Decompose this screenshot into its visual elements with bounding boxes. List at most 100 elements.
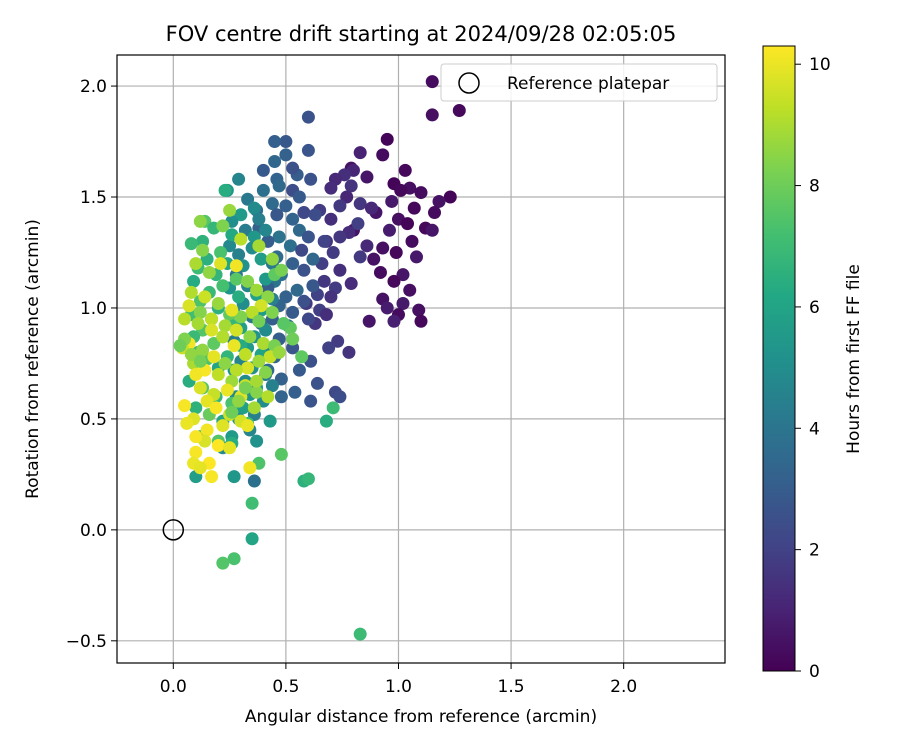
data-point: [247, 401, 261, 415]
data-point: [286, 305, 300, 319]
data-point: [189, 257, 203, 271]
data-point: [254, 252, 268, 266]
data-point: [286, 257, 300, 271]
data-point: [403, 283, 417, 297]
data-point: [265, 197, 279, 211]
data-point: [351, 217, 365, 231]
data-point: [425, 108, 439, 122]
data-point: [205, 323, 219, 337]
data-point: [326, 401, 340, 415]
data-point: [333, 230, 347, 244]
data-point: [279, 148, 293, 162]
colorbar-gradient: [762, 45, 796, 672]
y-axis-ticks: −0.5 0.0 0.5 1.0 1.5 2.0: [66, 77, 117, 652]
data-point: [360, 170, 374, 184]
colorbar-tick-label: 6: [809, 298, 820, 318]
data-point: [274, 390, 288, 404]
data-point: [243, 330, 257, 344]
data-point: [254, 299, 268, 313]
data-point: [364, 201, 378, 215]
data-point: [405, 234, 419, 248]
data-point: [279, 135, 293, 149]
data-point: [414, 186, 428, 200]
legend-entry-reference: Reference platepar: [507, 74, 669, 94]
data-point: [272, 179, 286, 193]
x-axis-ticks: 0.0 0.5 1.0 1.5 2.0: [160, 663, 637, 697]
data-point: [301, 143, 315, 157]
data-point: [200, 423, 214, 437]
data-point: [324, 212, 338, 226]
data-point: [229, 272, 243, 286]
data-point: [286, 332, 300, 346]
data-point: [274, 372, 288, 386]
data-point: [380, 301, 394, 315]
data-point: [414, 314, 428, 328]
x-axis-label: Angular distance from reference (arcmin): [245, 707, 597, 727]
data-point: [193, 214, 207, 228]
data-point: [189, 401, 203, 415]
data-point: [207, 350, 221, 364]
data-point: [301, 110, 315, 124]
data-point: [250, 374, 264, 388]
colorbar-tick-label: 0: [809, 662, 820, 682]
data-point: [265, 379, 279, 393]
data-point: [196, 243, 210, 257]
data-point: [297, 294, 311, 308]
data-point: [189, 445, 203, 459]
data-point: [353, 197, 367, 211]
data-point: [218, 183, 232, 197]
data-point: [238, 381, 252, 395]
y-tick-label: 2.0: [80, 77, 107, 97]
data-point: [250, 434, 264, 448]
data-point: [265, 252, 279, 266]
data-point: [232, 248, 246, 262]
data-point: [223, 239, 237, 253]
legend: Reference platepar: [440, 63, 718, 102]
data-point: [193, 354, 207, 368]
data-point: [241, 361, 255, 375]
data-point: [301, 312, 315, 326]
data-point: [286, 212, 300, 226]
data-point: [274, 263, 288, 277]
y-tick-label: 0.5: [80, 410, 107, 430]
data-point: [229, 363, 243, 377]
data-point: [301, 472, 315, 486]
data-point: [198, 290, 212, 304]
data-point: [362, 314, 376, 328]
data-point: [279, 199, 293, 213]
data-point: [396, 297, 410, 311]
data-point: [272, 230, 286, 244]
data-point: [227, 339, 241, 353]
data-point: [259, 223, 273, 237]
data-point: [268, 135, 282, 149]
data-point: [241, 274, 255, 288]
x-tick-label: 0.0: [160, 677, 187, 697]
data-point: [223, 441, 237, 455]
data-point: [389, 245, 403, 259]
data-point: [238, 348, 252, 362]
data-point: [259, 365, 273, 379]
data-point: [193, 461, 207, 475]
data-point: [218, 319, 232, 333]
data-point: [353, 146, 367, 160]
data-point: [295, 243, 309, 257]
data-point: [333, 390, 347, 404]
data-point: [216, 556, 230, 570]
data-point: [306, 252, 320, 266]
colorbar-tick-label: 8: [809, 177, 820, 197]
data-point: [241, 419, 255, 433]
data-point: [400, 217, 414, 231]
x-tick-label: 1.5: [498, 677, 525, 697]
data-point: [247, 201, 261, 215]
data-point: [286, 161, 300, 175]
data-point: [297, 206, 311, 220]
data-point: [261, 290, 275, 304]
data-point: [443, 190, 457, 204]
data-point: [218, 356, 232, 370]
data-point: [234, 208, 248, 222]
data-point: [211, 297, 225, 311]
data-point: [180, 416, 194, 430]
data-point: [243, 461, 257, 475]
y-tick-label: 1.5: [80, 188, 107, 208]
data-point: [193, 381, 207, 395]
